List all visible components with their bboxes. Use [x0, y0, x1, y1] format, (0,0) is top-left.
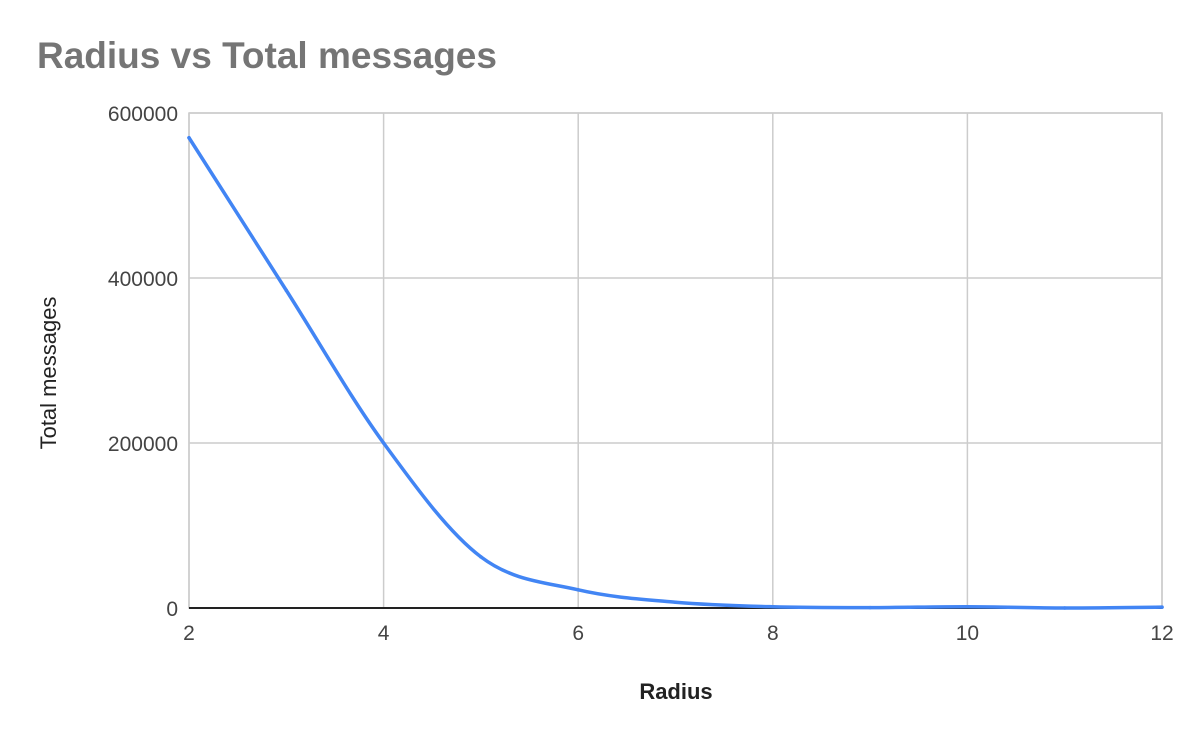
y-tick-label: 400000 [108, 268, 178, 291]
data-point [284, 288, 289, 293]
y-tick-label: 600000 [108, 103, 178, 126]
y-axis-label: Total messages [36, 297, 61, 450]
y-tick-labels: 0 200000 400000 600000 [108, 103, 178, 621]
series-line [187, 136, 1164, 610]
x-tick-label: 12 [1150, 622, 1173, 645]
x-tick-label: 4 [378, 622, 390, 645]
x-tick-label: 6 [572, 622, 584, 645]
data-point [1160, 605, 1164, 609]
data-point [479, 555, 483, 559]
data-point [771, 605, 775, 609]
chart-title: Radius vs Total messages [37, 35, 497, 76]
data-point [673, 600, 678, 604]
y-tick-label: 200000 [108, 433, 178, 456]
y-tick-label: 0 [166, 598, 178, 621]
data-point [1062, 606, 1067, 610]
data-point [576, 588, 580, 592]
x-tick-label: 10 [956, 622, 979, 645]
plot-area-frame [188, 112, 1163, 609]
y-gridlines [189, 112, 1162, 444]
x-gridlines [188, 113, 1163, 608]
x-tick-label: 8 [767, 622, 779, 645]
data-point [381, 441, 386, 445]
series-layer [187, 136, 1164, 610]
x-tick-label: 2 [183, 622, 195, 645]
data-point [187, 136, 191, 140]
x-axis-label: Radius [639, 679, 712, 704]
x-tick-labels: 2 4 6 8 10 12 [183, 622, 1174, 645]
data-point [868, 605, 872, 610]
data-point [965, 605, 970, 609]
